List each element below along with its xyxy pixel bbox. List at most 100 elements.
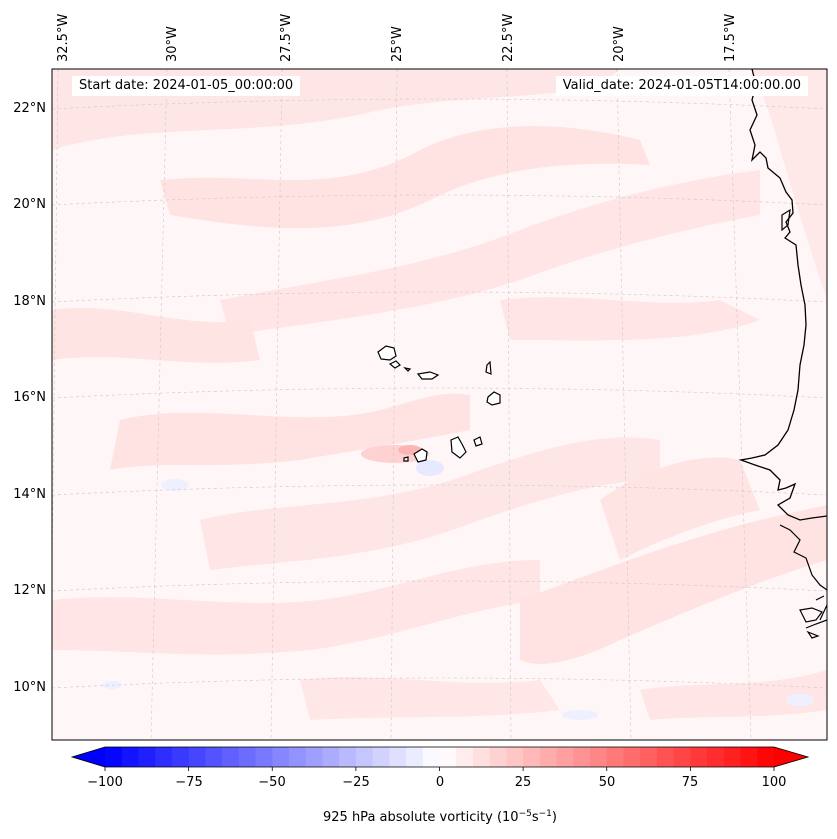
colorbar-ticks	[104, 767, 775, 771]
island	[486, 391, 501, 406]
lon-label: 30°W	[165, 26, 180, 62]
colorbar-tick-label: 50	[599, 775, 616, 790]
colorbar-label: 925 hPa absolute vorticity (10−5s−1)	[323, 809, 557, 825]
africa-coastline	[781, 208, 791, 232]
colorbar-tick-labels: −100 −75 −50 −25 0 25 50 75 100	[87, 775, 786, 790]
island	[416, 371, 440, 380]
colorbar-cell	[389, 747, 407, 767]
colorbar-cell	[105, 747, 123, 767]
colorbar-cell	[322, 747, 340, 767]
lat-label: 16°N	[13, 390, 46, 405]
vorticity-band	[200, 437, 660, 570]
colorbar-cell	[506, 747, 524, 767]
colorbar-cell	[188, 747, 206, 767]
colorbar-cell	[222, 747, 240, 767]
colorbar-cell	[606, 747, 624, 767]
vorticity-band	[110, 393, 470, 470]
colorbar-cell	[138, 747, 156, 767]
parallel-gridline	[52, 194, 827, 206]
lon-label: 17.5°W	[723, 14, 738, 62]
parallel-gridline	[52, 291, 827, 303]
vorticity-band	[520, 505, 827, 664]
colorbar-tick-label: 75	[682, 775, 699, 790]
parallel-gridline	[52, 484, 827, 496]
colorbar-cell	[673, 747, 691, 767]
negative-vorticity-patch	[161, 479, 189, 491]
colorbar-min-extension	[72, 747, 105, 767]
colorbar-cell	[422, 747, 440, 767]
africa-coastline	[799, 607, 823, 623]
colorbar: −100 −75 −50 −25 0 25 50 75 100 925 hPa …	[70, 746, 810, 825]
vorticity-band	[160, 126, 650, 229]
colorbar-cell	[556, 747, 574, 767]
colorbar-tick-label: 25	[515, 775, 532, 790]
colorbar-tick-label: −25	[342, 775, 369, 790]
africa-coastline	[805, 619, 827, 639]
colorbar-tick-label: −100	[87, 775, 123, 790]
island	[450, 436, 467, 459]
lat-label: 10°N	[13, 680, 46, 695]
colorbar-max-extension	[774, 747, 808, 767]
lon-label: 27.5°W	[279, 14, 294, 62]
island	[403, 367, 412, 372]
colorbar-cell	[472, 747, 491, 767]
colorbar-label-main: 925 hPa absolute vorticity (10	[323, 810, 519, 825]
colorbar-label-exp1: −5	[519, 809, 532, 819]
vorticity-band	[52, 560, 540, 655]
lon-label: 20°W	[612, 26, 627, 62]
lat-label: 20°N	[13, 197, 46, 212]
start-date-label: Start date: 2024-01-05_00:00:00	[72, 76, 301, 96]
meridian-gridline	[728, 69, 752, 740]
island	[485, 360, 492, 375]
africa-coastline	[815, 595, 827, 621]
meridian-gridline	[270, 69, 283, 740]
colorbar-cell	[238, 747, 256, 767]
gridlines	[52, 69, 827, 740]
colorbar-cell	[723, 747, 741, 767]
lat-label: 18°N	[13, 294, 46, 309]
vorticity-band	[752, 69, 827, 300]
map-frame	[51, 68, 828, 741]
island	[388, 360, 401, 369]
cape-verde-islands	[377, 345, 501, 463]
colorbar-cells	[105, 747, 775, 767]
parallel-gridline	[52, 677, 827, 689]
vorticity-band	[300, 677, 560, 720]
vorticity-band	[220, 170, 760, 335]
colorbar-cell	[573, 747, 591, 767]
africa-coastline	[779, 524, 827, 591]
colorbar-cell	[690, 747, 708, 767]
colorbar-cell	[757, 747, 775, 767]
colorbar-cell	[406, 747, 424, 767]
colorbar-tick-label: −75	[175, 775, 202, 790]
parallel-gridline	[52, 387, 827, 399]
colorbar-cell	[288, 747, 307, 767]
lon-label: 22.5°W	[501, 14, 516, 62]
latitude-labels: 22°N 20°N 18°N 16°N 14°N 12°N 10°N	[13, 101, 46, 695]
vorticity-band	[52, 307, 260, 363]
lat-label: 14°N	[13, 487, 46, 502]
negative-vorticity-patch	[416, 460, 444, 476]
colorbar-cell	[272, 747, 290, 767]
lon-label: 25°W	[390, 26, 405, 62]
colorbar-cell	[439, 747, 457, 767]
negative-vorticity-patch	[562, 710, 598, 720]
colorbar-cell	[155, 747, 173, 767]
meridian-gridline	[506, 69, 512, 740]
lon-label: 32.5°W	[56, 14, 71, 62]
colorbar-cell	[171, 747, 190, 767]
colorbar-cell	[456, 747, 474, 767]
island	[413, 448, 428, 463]
negative-vorticity-patch	[786, 694, 814, 706]
island	[377, 345, 397, 361]
vorticity-band	[640, 670, 827, 720]
colorbar-cell	[539, 747, 557, 767]
meridian-gridline	[150, 69, 168, 740]
colorbar-cell	[255, 747, 273, 767]
colorbar-cell	[305, 747, 323, 767]
valid-date-label: Valid_date: 2024-01-05T14:00:00.00	[555, 76, 808, 96]
lat-label: 22°N	[13, 101, 46, 116]
colorbar-cell	[121, 747, 139, 767]
meridian-gridline	[390, 69, 398, 740]
